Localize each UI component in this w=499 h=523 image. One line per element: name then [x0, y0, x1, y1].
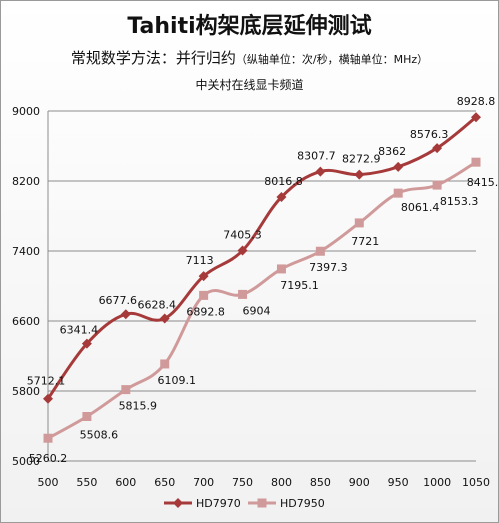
- legend-marker-HD7970: [173, 498, 183, 508]
- x-tick-label-800: 800: [271, 476, 292, 489]
- point-HD7950-850: [315, 246, 325, 256]
- data-label-HD7950-600: 5815.9: [119, 400, 158, 413]
- data-label-HD7970-600: 6677.6: [99, 294, 138, 307]
- point-HD7950-550: [82, 411, 92, 421]
- y-tick-label-5000: 5000: [12, 455, 40, 468]
- y-tick-label-5800: 5800: [12, 385, 40, 398]
- data-label-HD7970-950: 8362: [378, 145, 406, 158]
- data-label-HD7950-700: 6892.8: [186, 305, 225, 318]
- point-HD7950-900: [354, 218, 364, 228]
- x-tick-label-1000: 1000: [423, 476, 451, 489]
- point-HD7970-950: [393, 161, 404, 172]
- x-tick-label-950: 950: [388, 476, 409, 489]
- data-label-HD7950-950: 8061.4: [401, 201, 440, 214]
- point-HD7970-900: [354, 169, 365, 180]
- point-HD7970-550: [81, 338, 92, 349]
- point-HD7970-700: [198, 271, 209, 282]
- x-tick-label-700: 700: [193, 476, 214, 489]
- x-tick-label-900: 900: [349, 476, 370, 489]
- data-label-HD7950-1000: 8153.3: [440, 195, 479, 208]
- data-label-HD7970-700: 7113: [186, 254, 214, 267]
- chart-source: 中关村在线显卡频道: [195, 78, 304, 92]
- data-label-HD7950-900: 7721: [351, 235, 379, 248]
- subtitle-main: 常规数学方法：并行归约: [70, 49, 236, 67]
- y-tick-label-9000: 9000: [12, 105, 40, 118]
- x-tick-label-600: 600: [115, 476, 136, 489]
- point-HD7970-650: [159, 313, 170, 324]
- data-label-HD7970-850: 8307.7: [297, 150, 336, 163]
- data-label-HD7970-1000: 8576.3: [410, 128, 449, 141]
- point-HD7950-750: [238, 289, 248, 299]
- chart-title: Tahiti构架底层延伸测试: [127, 14, 372, 39]
- data-label-HD7970-500: 5712.1: [27, 375, 66, 388]
- y-tick-label-6600: 6600: [12, 315, 40, 328]
- point-HD7950-800: [276, 264, 286, 274]
- data-label-HD7950-800: 7195.1: [280, 279, 319, 292]
- data-label-HD7950-500: 5260.2: [29, 452, 68, 465]
- point-HD7970-850: [315, 166, 326, 177]
- x-tick-label-750: 750: [232, 476, 253, 489]
- data-label-HD7950-550: 5508.6: [80, 428, 119, 441]
- x-tick-label-650: 650: [154, 476, 175, 489]
- x-tick-label-500: 500: [38, 476, 59, 489]
- x-tick-label-850: 850: [310, 476, 331, 489]
- data-label-HD7970-1050: 8928.8: [457, 95, 496, 108]
- data-label-HD7970-800: 8016.8: [264, 175, 303, 188]
- point-HD7970-750: [237, 245, 248, 256]
- y-tick-label-8200: 8200: [12, 175, 40, 188]
- x-tick-label-550: 550: [76, 476, 97, 489]
- y-tick-label-7400: 7400: [12, 245, 40, 258]
- point-HD7950-700: [199, 290, 209, 300]
- data-label-HD7970-900: 8272.9: [342, 153, 381, 166]
- point-HD7970-500: [43, 393, 53, 404]
- point-HD7950-600: [121, 385, 131, 395]
- point-HD7970-1050: [471, 112, 481, 123]
- point-HD7970-600: [120, 309, 131, 320]
- legend-label-HD7970: HD7970: [196, 497, 241, 510]
- point-HD7970-1000: [432, 143, 443, 154]
- legend-marker-HD7950: [257, 498, 267, 508]
- subtitle-note: （纵轴单位：次/秒，横轴单位：MHz）: [235, 53, 429, 66]
- data-label-HD7950-650: 6109.1: [157, 374, 196, 387]
- point-HD7950-500: [43, 433, 53, 443]
- point-HD7950-1050: [471, 157, 481, 167]
- point-HD7950-650: [160, 359, 170, 369]
- data-label-HD7970-750: 7405.3: [223, 229, 262, 242]
- data-label-HD7970-550: 6341.4: [60, 324, 99, 337]
- point-HD7970-800: [276, 192, 287, 203]
- data-label-HD7970-650: 6628.4: [137, 299, 176, 312]
- chart-subtitle: 常规数学方法：并行归约（纵轴单位：次/秒，横轴单位：MHz）: [0, 47, 499, 68]
- x-tick-label-1050: 1050: [462, 476, 490, 489]
- legend-label-HD7950: HD7950: [280, 497, 325, 510]
- point-HD7950-1000: [432, 180, 442, 190]
- data-label-HD7950-850: 7397.3: [309, 261, 348, 274]
- data-label-HD7950-750: 6904: [243, 304, 271, 317]
- point-HD7950-950: [393, 188, 403, 198]
- series-line-HD7970: [46, 116, 477, 400]
- data-label-HD7950-1050: 8415.3: [467, 176, 499, 189]
